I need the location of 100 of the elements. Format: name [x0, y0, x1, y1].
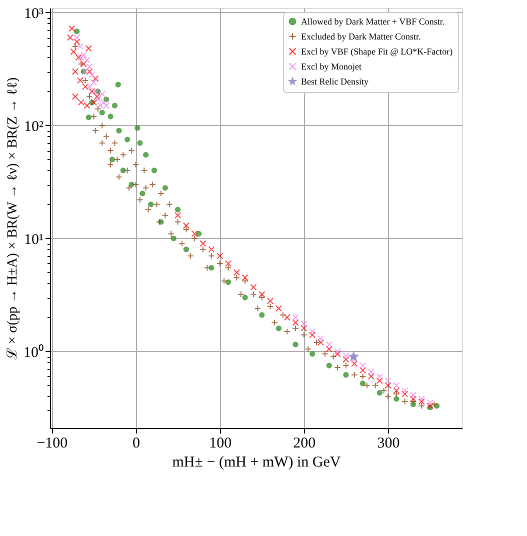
point — [292, 314, 299, 321]
point — [80, 52, 87, 58]
point — [393, 387, 400, 394]
point — [418, 396, 425, 402]
point — [426, 402, 434, 410]
point — [351, 360, 358, 367]
legend-label: Excluded by Dark Matter Constr. — [301, 32, 421, 42]
point — [208, 264, 214, 271]
point — [90, 99, 98, 106]
point — [84, 102, 90, 109]
point — [216, 252, 224, 260]
point — [88, 88, 96, 95]
point — [86, 83, 93, 90]
point — [74, 38, 80, 46]
point — [72, 68, 79, 75]
point — [242, 294, 248, 300]
point — [359, 362, 366, 369]
legend-label: Best Relic Density — [301, 76, 369, 86]
legend-label: Allowed by Dark Matter + VBF Constr. — [301, 16, 445, 26]
point — [74, 28, 80, 34]
point — [200, 240, 206, 247]
point — [116, 128, 122, 134]
point — [384, 377, 392, 384]
point — [275, 305, 282, 312]
point — [174, 206, 181, 212]
point — [75, 54, 82, 61]
point — [90, 79, 98, 86]
point — [92, 75, 99, 82]
point — [76, 77, 84, 84]
point — [342, 356, 350, 363]
point — [259, 312, 265, 318]
point — [224, 260, 232, 267]
point — [151, 168, 158, 174]
point — [108, 114, 114, 120]
point — [86, 68, 93, 75]
x-tick-label: 0 — [132, 436, 140, 452]
point — [309, 328, 316, 335]
point — [393, 382, 400, 389]
point — [384, 382, 392, 389]
y-tick-label: 10² — [24, 118, 44, 135]
point — [143, 152, 149, 158]
point — [112, 102, 118, 108]
point — [86, 64, 93, 70]
point — [137, 140, 143, 146]
point — [242, 274, 248, 281]
point — [376, 373, 383, 380]
point — [109, 156, 116, 162]
point — [410, 396, 417, 402]
y-axis-title: ℒ × σ(pp → H±A) × BR(W → ℓν) × BR(Z → ℓℓ) — [6, 76, 20, 360]
point — [401, 390, 408, 398]
point — [368, 368, 375, 376]
point — [72, 93, 79, 100]
point — [74, 34, 80, 41]
x-tick-label: −100 — [36, 436, 68, 452]
point — [418, 398, 425, 405]
point — [317, 339, 324, 346]
point — [148, 202, 154, 208]
point — [292, 319, 299, 326]
point — [326, 341, 332, 348]
point — [94, 93, 100, 100]
point — [276, 326, 282, 332]
point — [284, 314, 290, 321]
point — [394, 396, 400, 402]
point — [401, 387, 408, 394]
point — [70, 48, 77, 55]
point — [359, 367, 366, 374]
point — [334, 350, 341, 358]
point — [309, 332, 316, 338]
point — [208, 246, 215, 253]
point — [66, 34, 74, 41]
x-tick-label: 100 — [209, 436, 232, 452]
point — [348, 350, 360, 362]
point — [78, 99, 84, 106]
point — [376, 390, 382, 396]
point — [183, 246, 190, 252]
point — [174, 212, 182, 219]
legend-label: Excl by Monojet — [301, 62, 362, 72]
y-tick-label: 10⁰ — [24, 344, 44, 361]
point — [82, 68, 89, 75]
point — [170, 236, 176, 242]
point — [410, 392, 417, 398]
point — [360, 380, 366, 386]
point — [140, 190, 146, 196]
point — [76, 43, 84, 50]
point — [292, 342, 298, 348]
point — [82, 83, 89, 90]
point — [343, 372, 349, 378]
legend-label: Excl by VBF (Shape Fit @ LO*K-Factor) — [301, 46, 453, 56]
point — [300, 325, 308, 332]
point — [426, 400, 434, 406]
point — [85, 45, 92, 52]
point — [134, 125, 140, 131]
point — [191, 230, 198, 238]
point — [317, 335, 324, 342]
x-axis-title: mH± − (mH + mW) in GeV — [172, 454, 341, 470]
y-tick-label: 10³ — [24, 6, 44, 22]
point — [250, 284, 257, 291]
point — [368, 373, 375, 380]
point — [300, 320, 308, 328]
point — [334, 348, 341, 355]
